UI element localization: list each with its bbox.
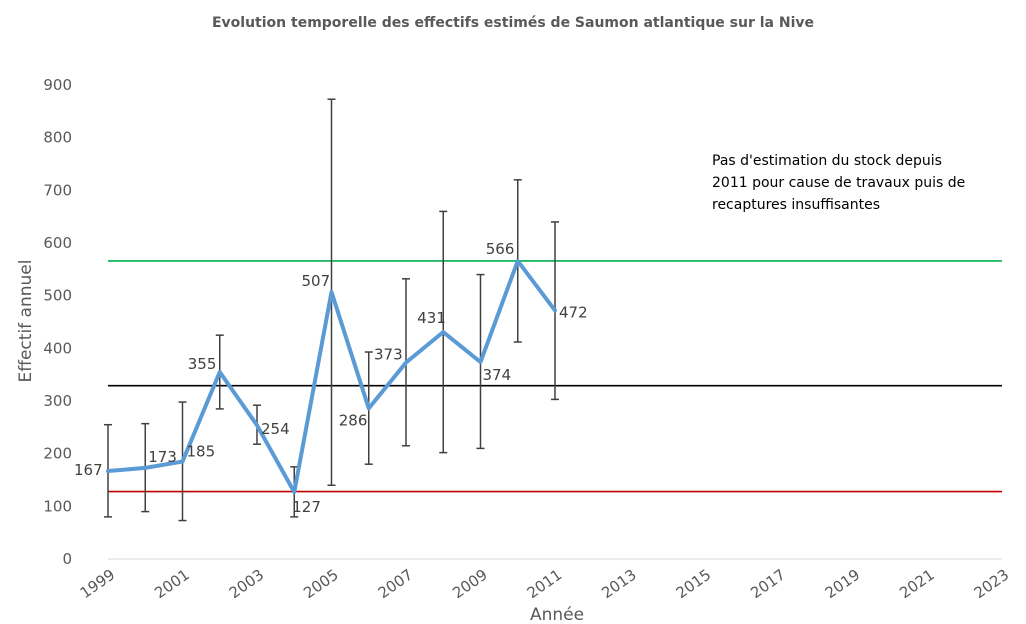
series-line bbox=[106, 258, 557, 495]
y-tick-label: 600 bbox=[43, 234, 72, 252]
y-tick-label: 100 bbox=[43, 497, 72, 515]
x-tick-label: 2023 bbox=[971, 566, 1013, 603]
y-tick-label: 500 bbox=[43, 287, 72, 305]
x-tick-label: 2015 bbox=[673, 566, 715, 603]
data-labels: 167 173 185 355 254 127 507 286 373 431 374 566 472 bbox=[74, 240, 588, 516]
x-tick-label: 2017 bbox=[747, 566, 789, 603]
data-label: 355 bbox=[188, 355, 217, 373]
data-label: 167 bbox=[74, 461, 103, 479]
x-tick-label: 2009 bbox=[449, 566, 491, 603]
y-tick-label: 0 bbox=[62, 550, 72, 568]
x-tick-label: 2007 bbox=[375, 566, 417, 603]
annotation-line: 2011 pour cause de travaux puis de bbox=[712, 175, 965, 191]
x-tick-label: 2005 bbox=[300, 566, 342, 603]
x-tick-label: 1999 bbox=[77, 566, 119, 603]
x-tick-label: 2001 bbox=[151, 566, 193, 603]
y-axis-ticks: 0 100 200 300 400 500 600 700 800 900 bbox=[43, 76, 72, 568]
data-label: 472 bbox=[559, 303, 588, 321]
x-tick-label: 2019 bbox=[822, 566, 864, 603]
y-tick-label: 400 bbox=[43, 339, 72, 357]
x-axis-title: Année bbox=[530, 605, 584, 624]
y-tick-label: 900 bbox=[43, 76, 72, 94]
data-label: 185 bbox=[187, 443, 216, 461]
y-tick-label: 300 bbox=[43, 392, 72, 410]
y-tick-label: 200 bbox=[43, 445, 72, 463]
series-group bbox=[106, 258, 557, 495]
data-label: 374 bbox=[483, 366, 512, 384]
x-axis-ticks: 1999 2001 2003 2005 2007 2009 2011 2013 2015 2017… bbox=[77, 566, 1013, 603]
annotation-line: recaptures insuffisantes bbox=[712, 197, 880, 213]
annotation-text: Pas d'estimation du stock depuis 2011 pou… bbox=[712, 153, 965, 213]
data-label: 286 bbox=[339, 411, 368, 429]
y-tick-label: 700 bbox=[43, 181, 72, 199]
data-label: 566 bbox=[486, 240, 515, 258]
y-axis-title: Effectif annuel bbox=[16, 260, 36, 383]
data-label: 173 bbox=[148, 448, 177, 466]
chart-title: Evolution temporelle des effectifs estim… bbox=[212, 15, 814, 31]
x-tick-label: 2013 bbox=[598, 566, 640, 603]
annotation-line: Pas d'estimation du stock depuis bbox=[712, 153, 942, 169]
data-label: 507 bbox=[302, 272, 331, 290]
x-tick-label: 2021 bbox=[896, 566, 938, 603]
y-tick-label: 800 bbox=[43, 129, 72, 147]
x-tick-label: 2003 bbox=[226, 566, 268, 603]
data-label: 431 bbox=[417, 309, 446, 327]
data-label: 127 bbox=[292, 498, 321, 516]
data-label: 373 bbox=[374, 346, 403, 364]
data-label: 254 bbox=[261, 420, 290, 438]
x-tick-label: 2011 bbox=[524, 566, 566, 603]
